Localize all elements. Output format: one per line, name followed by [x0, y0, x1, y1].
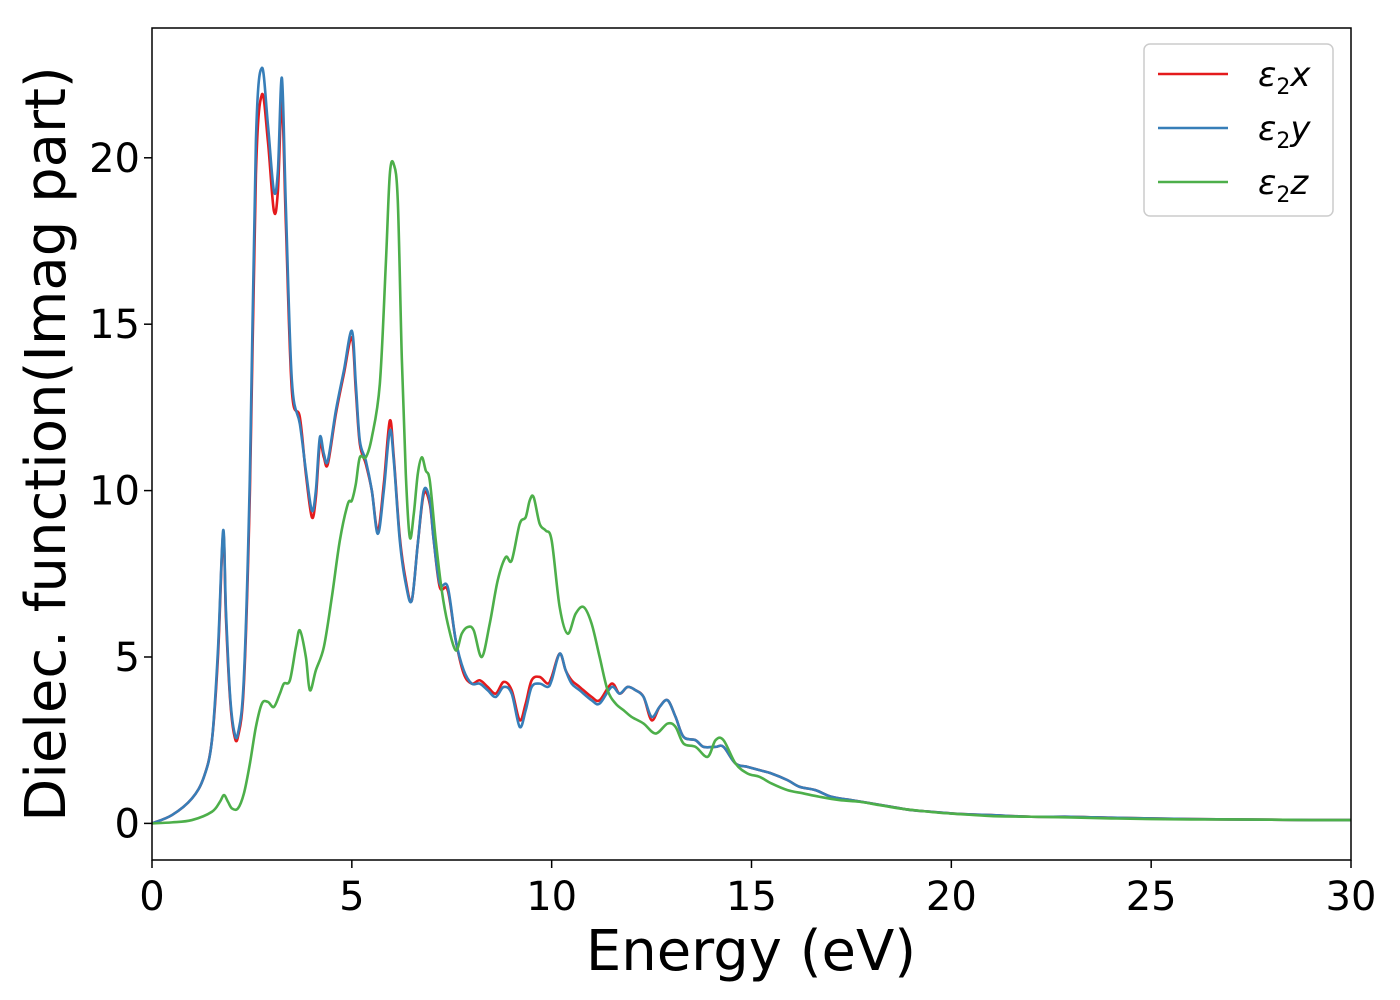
x-tick-label: 25	[1126, 874, 1177, 920]
legend-label-y: ε2y	[1258, 109, 1311, 154]
x-tick-label: 15	[726, 874, 777, 920]
x-tick-label: 0	[139, 874, 164, 920]
y-tick-label: 20	[89, 136, 140, 182]
y-tick-label: 0	[115, 801, 140, 847]
x-axis-label: Energy (eV)	[586, 919, 916, 984]
y-axis-ticks: 0 5 10 15 20	[89, 136, 152, 847]
x-tick-label: 5	[339, 874, 364, 920]
y-tick-label: 5	[115, 635, 140, 681]
legend-label-x: ε2x	[1258, 55, 1311, 100]
series-line-z	[152, 159, 1351, 825]
x-axis-ticks: 0 5 10 15 20 25 30	[139, 860, 1376, 920]
y-tick-label: 10	[89, 469, 140, 515]
legend-box	[1143, 43, 1334, 217]
x-tick-label: 20	[926, 874, 977, 920]
x-tick-label: 10	[526, 874, 577, 920]
legend-label-z: ε2z	[1258, 163, 1309, 208]
series-group	[152, 66, 1351, 825]
series-line-y	[152, 66, 1351, 825]
x-tick-label: 30	[1326, 874, 1377, 920]
legend: ε2x ε2y ε2z	[1143, 43, 1334, 217]
y-tick-label: 15	[89, 302, 140, 348]
y-axis-label: Dielec. function(Imag part)	[14, 66, 79, 822]
